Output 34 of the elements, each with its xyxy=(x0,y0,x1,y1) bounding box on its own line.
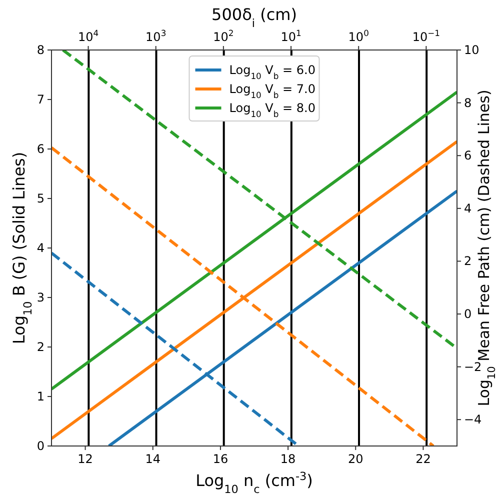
y-tick-label: 6 xyxy=(36,142,44,156)
y-tick-label: 8 xyxy=(36,43,44,57)
y2-tick-label: 4 xyxy=(464,201,472,216)
y2-tick-label: 6 xyxy=(464,148,472,163)
y-tick-label: 2 xyxy=(36,340,44,354)
legend-label: Log$_{10}$ V$_{b}$ = 8.0 xyxy=(229,101,316,119)
y2-tick-label: −2 xyxy=(464,360,482,374)
y2-tick-label: 10 xyxy=(464,43,480,57)
x-tick-label: 22 xyxy=(416,452,431,466)
x2-tick-label: 10$^{4}$ xyxy=(78,28,99,44)
x2-tick-label: 10$^{0}$ xyxy=(348,28,369,44)
y2-tick-label: 2 xyxy=(464,254,472,268)
y2-tick-label: 0 xyxy=(464,307,472,321)
legend-label: Log$_{10}$ V$_{b}$ = 7.0 xyxy=(229,82,316,100)
x-tick-label: 18 xyxy=(280,452,296,466)
y-tick-label: 3 xyxy=(36,290,44,304)
y-tick-label: 5 xyxy=(36,192,44,206)
x2-tick-label: 10$^{3}$ xyxy=(146,28,166,44)
legend-label: Log$_{10}$ V$_{b}$ = 6.0 xyxy=(229,63,316,81)
y2-tick-label: 8 xyxy=(464,96,472,110)
x-tick-label: 20 xyxy=(348,452,364,466)
x2-tick-label: 10$^{2}$ xyxy=(213,28,234,44)
x-axis-title: Log$_{10}$ n$_{c}$ (cm$^{-3}$) xyxy=(196,470,313,495)
y-tick-label: 1 xyxy=(36,390,44,404)
y2-tick-label: −4 xyxy=(464,412,482,427)
y-tick-label: 4 xyxy=(36,241,44,255)
x-tick-label: 16 xyxy=(212,452,228,466)
x2-tick-label: 10$^{1}$ xyxy=(280,28,302,44)
x-tick-label: 14 xyxy=(145,452,161,466)
y-tick-label: 0 xyxy=(36,439,44,453)
x-tick-label: 12 xyxy=(78,452,93,466)
y-tick-label: 7 xyxy=(36,92,44,106)
x2-tick-label: 10$^{−1}$ xyxy=(412,28,440,44)
x2-axis-title: 500δ$_{i}$ (cm) xyxy=(212,5,297,30)
